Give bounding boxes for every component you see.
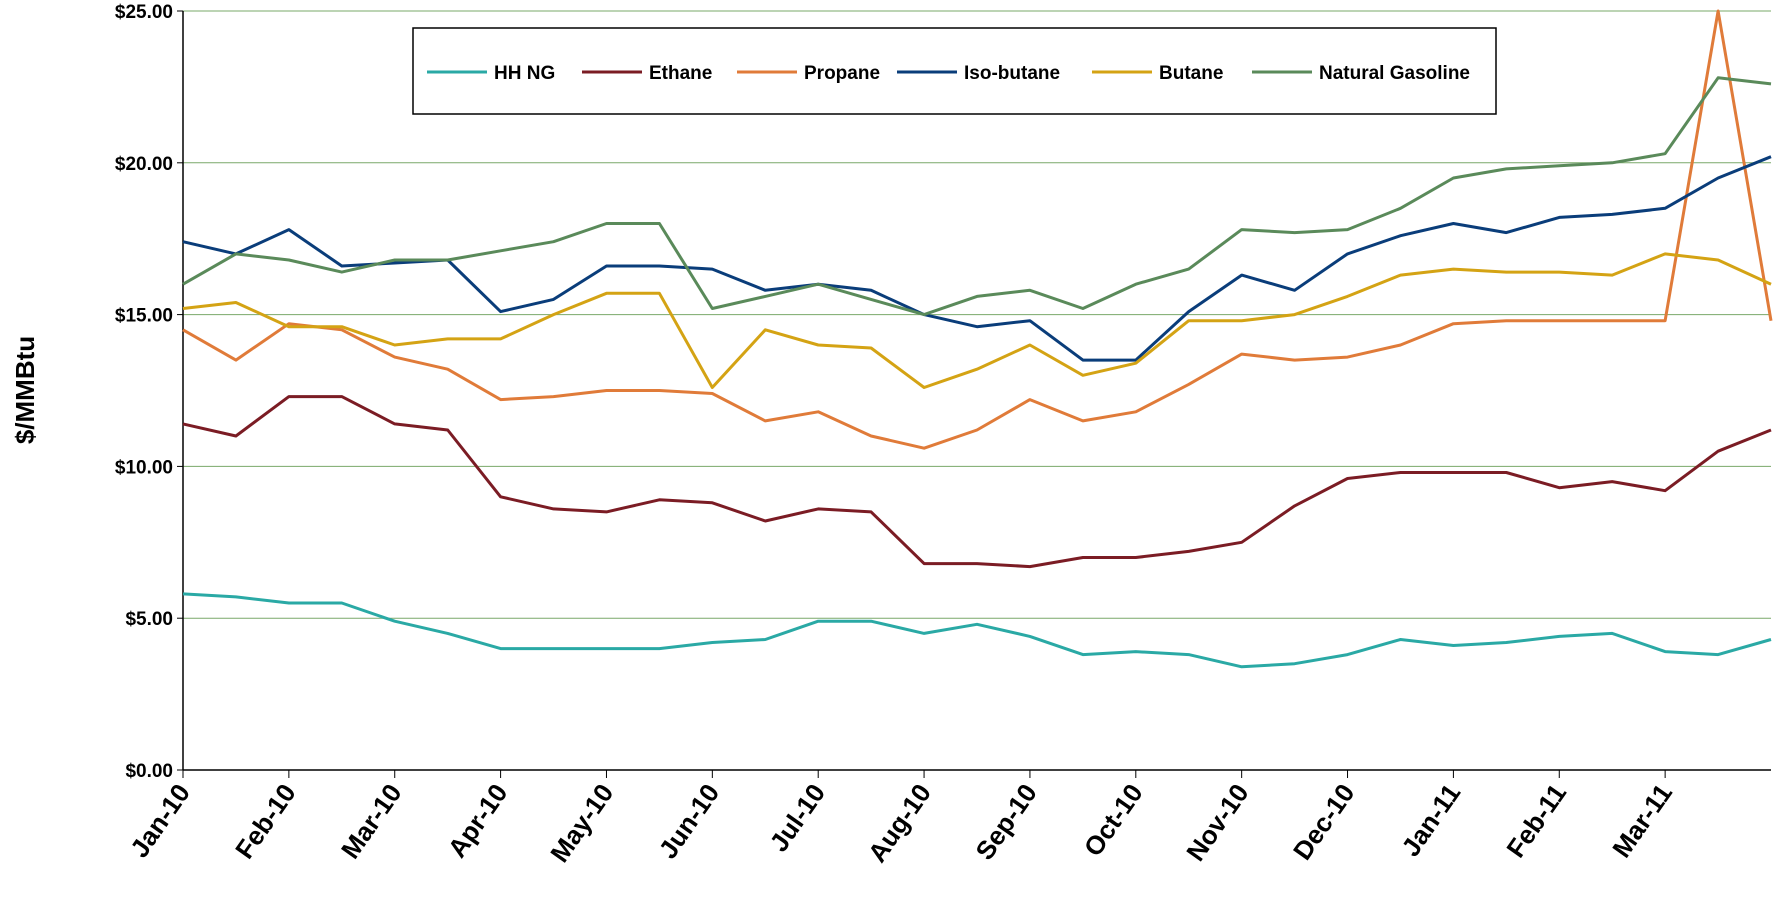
x-tick-label: Aug-10	[862, 778, 937, 867]
legend-label: Ethane	[649, 63, 712, 84]
y-tick-label: $10.00	[115, 457, 173, 478]
series-line	[182, 9, 1773, 450]
y-tick-label: $0.00	[125, 761, 173, 782]
y-axis-label: $/MMBtu	[10, 336, 40, 444]
legend-label: Iso-butane	[964, 63, 1060, 84]
legend-label: Propane	[804, 63, 880, 84]
x-tick-label: Sep-10	[969, 778, 1042, 865]
x-tick-label: May-10	[544, 778, 619, 867]
x-tick-label: Nov-10	[1180, 778, 1254, 866]
y-tick-label: $20.00	[115, 154, 173, 175]
x-tick-label: Jan-11	[1395, 778, 1466, 862]
y-tick-label: $25.00	[115, 2, 173, 23]
x-tick-label: Oct-10	[1078, 778, 1149, 861]
series-line	[182, 592, 1772, 669]
legend-label: Butane	[1159, 63, 1223, 84]
series-line	[182, 395, 1772, 569]
x-tick-label: Mar-10	[335, 778, 408, 864]
legend-label: HH NG	[494, 63, 555, 84]
x-tick-label: Jan-10	[124, 778, 196, 863]
legend-label: Natural Gasoline	[1319, 63, 1470, 84]
x-tick-label: Feb-10	[229, 778, 302, 864]
x-tick-label: Mar-11	[1606, 778, 1678, 863]
y-tick-label: $5.00	[125, 609, 173, 630]
x-tick-label: Feb-11	[1500, 778, 1572, 863]
x-tick-label: Dec-10	[1287, 778, 1360, 865]
series-line	[182, 252, 1772, 389]
x-tick-label: Jul-10	[763, 778, 831, 857]
series-line	[182, 76, 1772, 317]
x-tick-label: Jun-10	[653, 778, 726, 864]
series-line	[182, 155, 1772, 362]
x-tick-label: Apr-10	[442, 778, 514, 863]
y-tick-label: $15.00	[115, 306, 173, 327]
